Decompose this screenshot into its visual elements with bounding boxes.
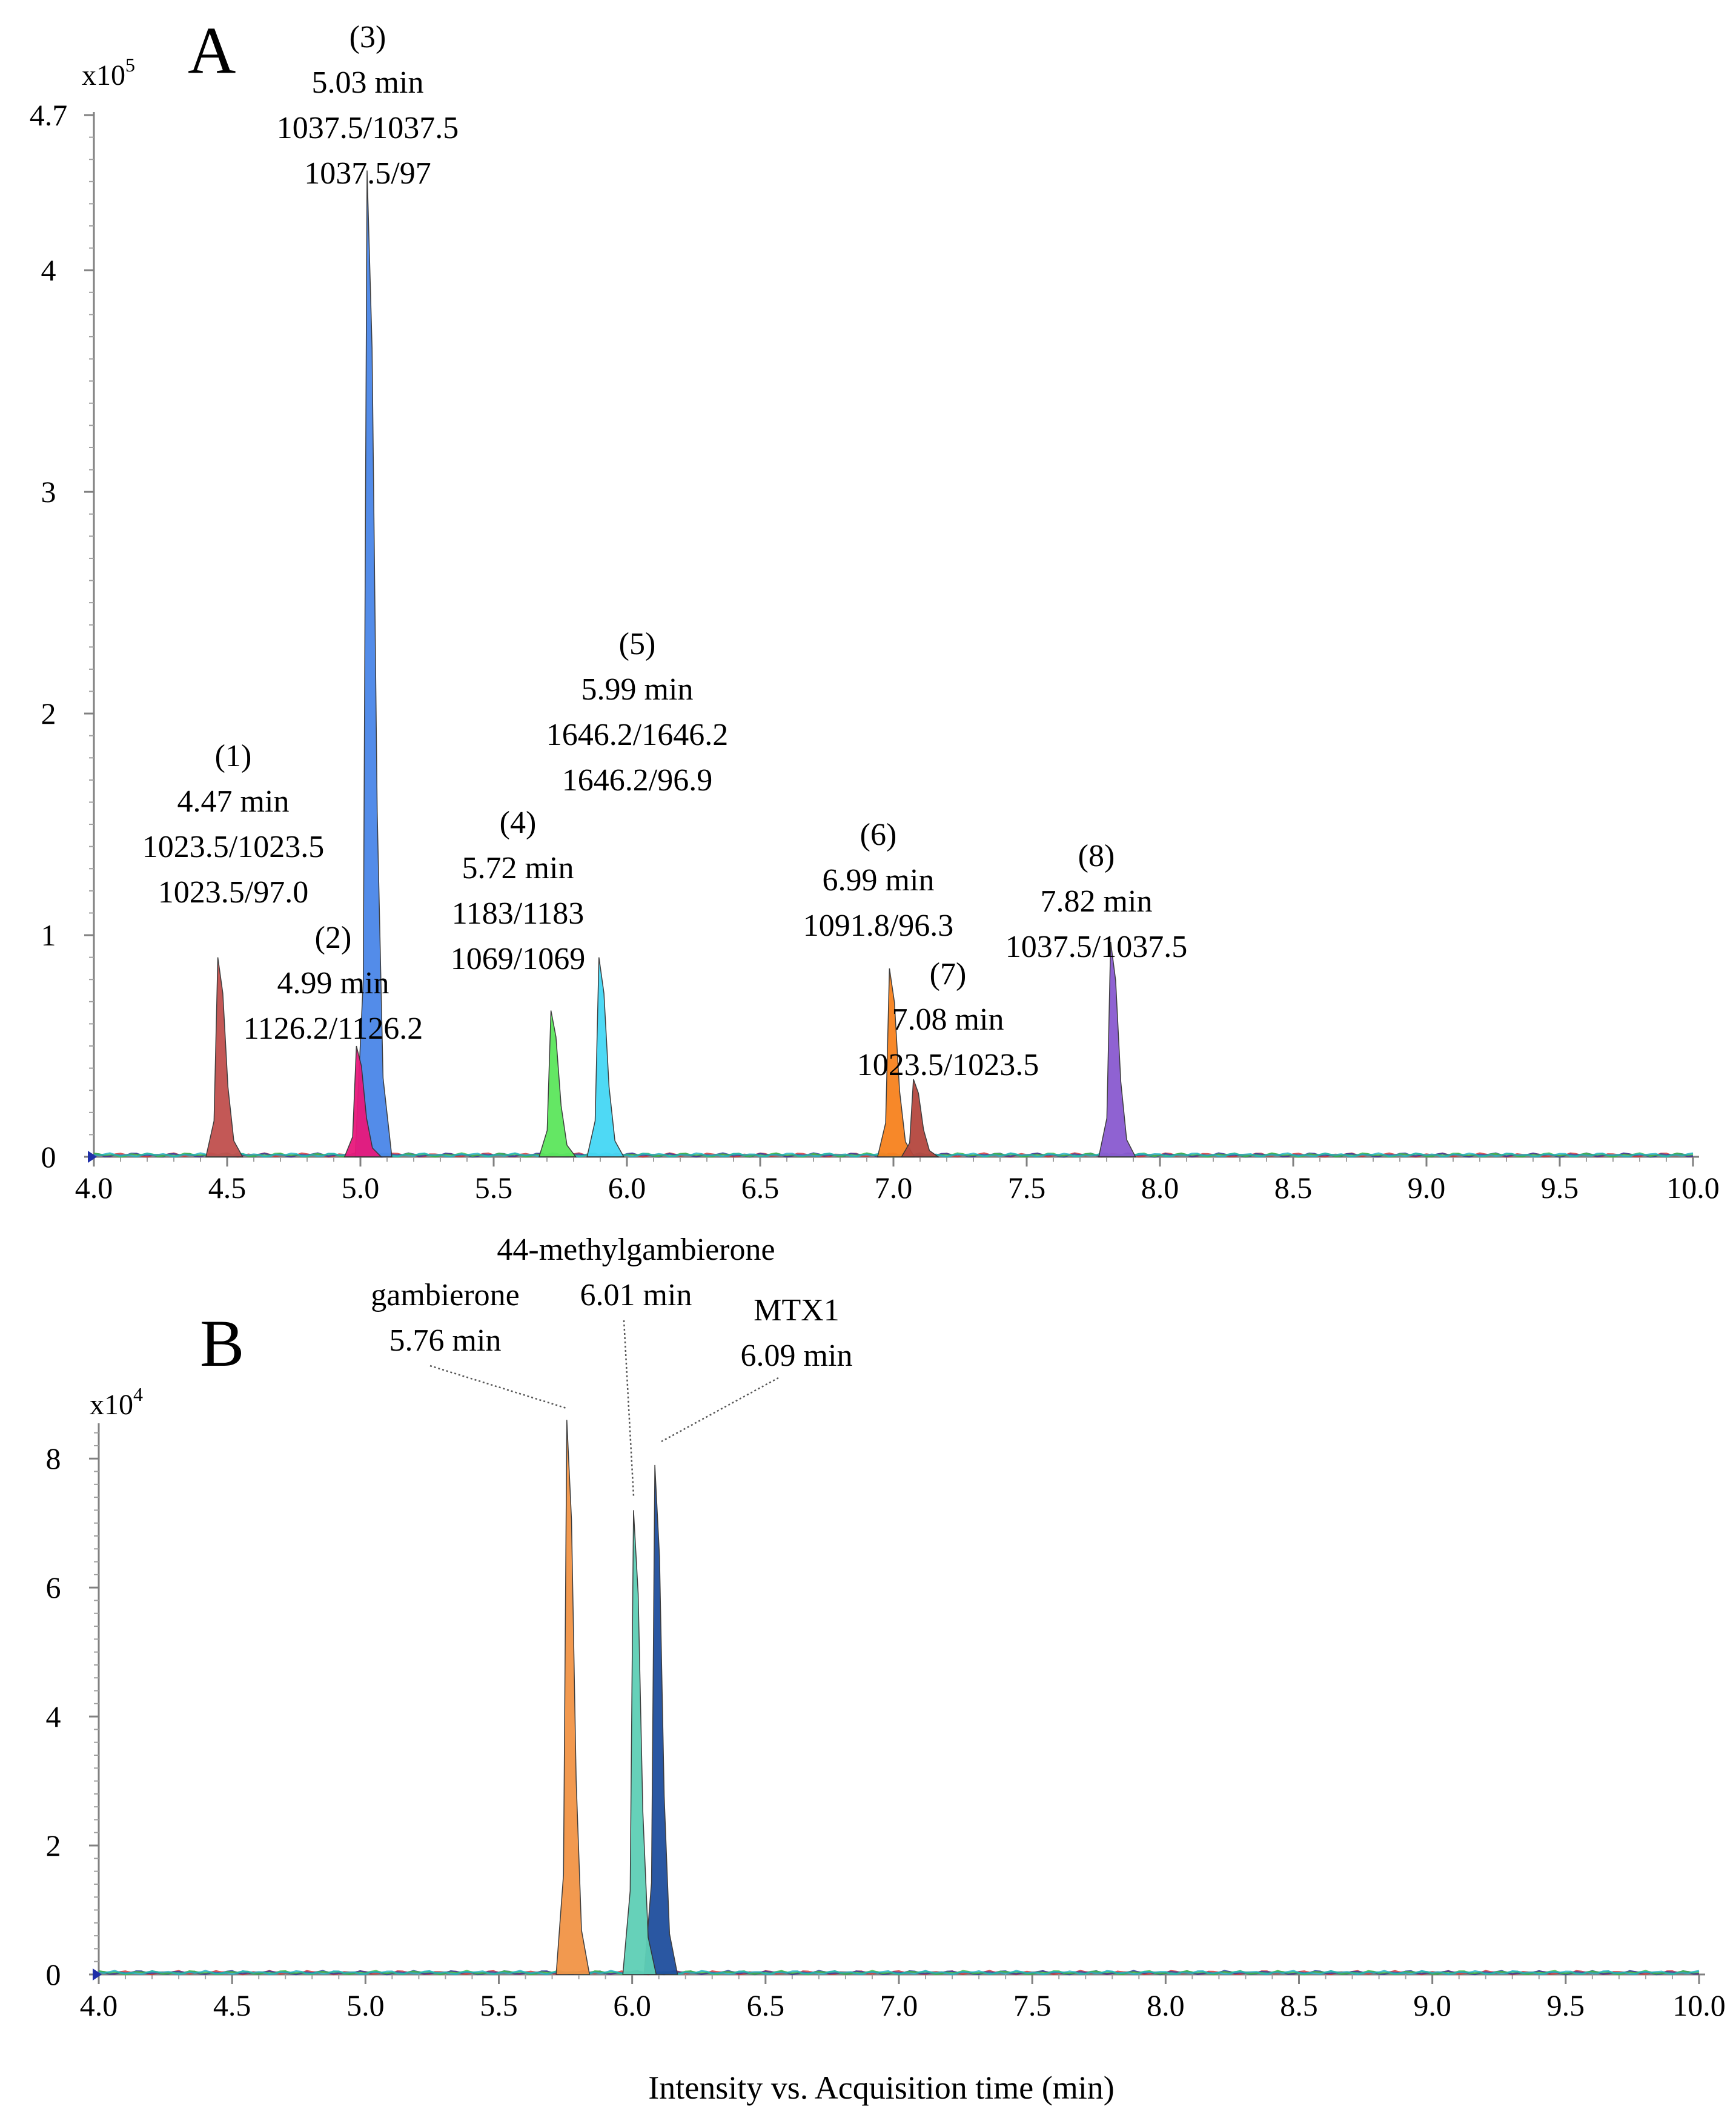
peak-annotation-3: (3) 5.03 min 1037.5/1037.5 1037.5/97	[277, 20, 459, 191]
panel-a: A x105 0 1 2 3 4 4.7 4.0 4.5 5.0 5.5 6.0 6.5 7.0 7.5 8…	[30, 13, 1720, 1205]
x-axis-title: Intensity vs. Acquisition time (min)	[648, 2070, 1114, 2106]
x-tick-label: 10.0	[1666, 1171, 1720, 1205]
x-tick-label: 7.0	[880, 1988, 918, 2022]
x-tick-label: 7.5	[1008, 1171, 1046, 1205]
y-tick-label: 2	[46, 1828, 61, 1862]
x-tick-label: 7.5	[1013, 1988, 1052, 2022]
x-tick-label: 9.5	[1547, 1988, 1585, 2022]
panel-b-peaks	[555, 1420, 678, 1975]
peak-5	[586, 957, 624, 1157]
peak-annotation-1: (1) 4.47 min 1023.5/1023.5 1023.5/97.0	[142, 739, 324, 910]
x-tick-label: 4.0	[80, 1988, 118, 2022]
peak-7	[901, 1079, 940, 1157]
peak-MTX1	[643, 1464, 678, 1975]
y-tick-label: 8	[46, 1441, 61, 1475]
x-tick-label: 5.5	[475, 1171, 513, 1205]
leader-line-gambierone	[429, 1365, 567, 1409]
x-tick-label: 9.0	[1408, 1171, 1446, 1205]
peak-annotation-MTX1: MTX1 6.09 min	[741, 1293, 853, 1373]
y-tick-label: 4.7	[30, 98, 68, 132]
x-tick-label: 4.0	[75, 1171, 113, 1205]
panel-b: B x104 0 2 4 6 8 4.0 4.5 5.0 5.5 6.0 6.5 7.0 7.5 8.0 8…	[46, 1233, 1726, 2022]
panel-a-peaks	[205, 170, 1136, 1157]
y-tick-label: 0	[41, 1140, 56, 1174]
panel-b-axes: 0 2 4 6 8 4.0 4.5 5.0 5.5 6.0 6.5 7.0 7.5 8.0 8.5 9.0 9.…	[46, 1423, 1726, 2022]
peak-1	[205, 957, 244, 1157]
x-tick-label: 4.5	[208, 1171, 247, 1205]
x-tick-label: 10.0	[1672, 1988, 1726, 2022]
x-tick-label: 7.0	[875, 1171, 913, 1205]
x-tick-label: 6.5	[741, 1171, 780, 1205]
x-tick-label: 6.5	[747, 1988, 785, 2022]
x-tick-label: 8.5	[1274, 1171, 1313, 1205]
peak-8	[1098, 941, 1136, 1157]
peak-annotation-4: (4) 5.72 min 1183/1183 1069/1069	[451, 806, 585, 976]
leader-line-44-methylgambierone	[623, 1320, 635, 1497]
panel-b-y-scale-label: x104	[90, 1383, 143, 1421]
y-tick-label: 4	[46, 1699, 61, 1733]
y-tick-label: 2	[41, 697, 56, 730]
x-tick-label: 8.0	[1147, 1988, 1185, 2022]
panel-b-baseline-noise	[93, 1968, 1700, 1981]
x-tick-label: 6.0	[613, 1988, 651, 2022]
panel-a-y-scale-label: x105	[82, 54, 135, 91]
y-tick-label: 6	[46, 1570, 61, 1604]
peak-annotation-6: (6) 6.99 min 1091.8/96.3	[803, 818, 953, 943]
panel-a-letter: A	[188, 13, 236, 87]
x-tick-label: 6.0	[608, 1171, 646, 1205]
x-tick-label: 8.0	[1141, 1171, 1179, 1205]
peak-annotation-gambierone: gambierone 5.76 min	[371, 1278, 519, 1358]
y-tick-label: 0	[46, 1957, 61, 1991]
x-tick-label: 9.5	[1541, 1171, 1579, 1205]
peak-2	[343, 1045, 383, 1157]
x-tick-label: 5.5	[480, 1988, 518, 2022]
peak-gambierone	[555, 1420, 591, 1975]
peak-annotation-2: (2) 4.99 min 1126.2/1126.2	[244, 921, 423, 1046]
axis-origin-marker	[93, 1968, 102, 1981]
peak-annotation-5: (5) 5.99 min 1646.2/1646.2 1646.2/96.9	[546, 627, 728, 798]
panel-b-letter: B	[200, 1306, 244, 1380]
peak-annotation-8: (8) 7.82 min 1037.5/1037.5	[1005, 839, 1187, 964]
x-tick-label: 9.0	[1413, 1988, 1451, 2022]
baseline-trace	[98, 1970, 1700, 1976]
peak-4	[538, 1010, 577, 1157]
y-tick-label: 3	[41, 475, 56, 509]
y-tick-label: 1	[41, 918, 56, 952]
peak-44-methylgambierone	[622, 1510, 657, 1975]
x-tick-label: 4.5	[213, 1988, 251, 2022]
x-tick-label: 5.0	[346, 1988, 385, 2022]
x-tick-label: 5.0	[342, 1171, 380, 1205]
y-tick-label: 4	[41, 253, 56, 287]
peak-3	[354, 170, 393, 1157]
panel-a-axes: 0 1 2 3 4 4.7 4.0 4.5 5.0 5.5 6.0 6.5 7.0 7.5 8.0 8.5 9.…	[30, 98, 1720, 1205]
peak-annotation-7: (7) 7.08 min 1023.5/1023.5	[857, 957, 1039, 1082]
axis-origin-marker	[88, 1151, 97, 1163]
leader-line-MTX1	[661, 1377, 779, 1443]
panel-a-annotations: (1) 4.47 min 1023.5/1023.5 1023.5/97.0(2) 4.…	[142, 20, 1187, 1082]
peak-annotation-44-methylgambierone: 44-methylgambierone 6.01 min	[497, 1233, 775, 1312]
x-tick-label: 8.5	[1280, 1988, 1318, 2022]
